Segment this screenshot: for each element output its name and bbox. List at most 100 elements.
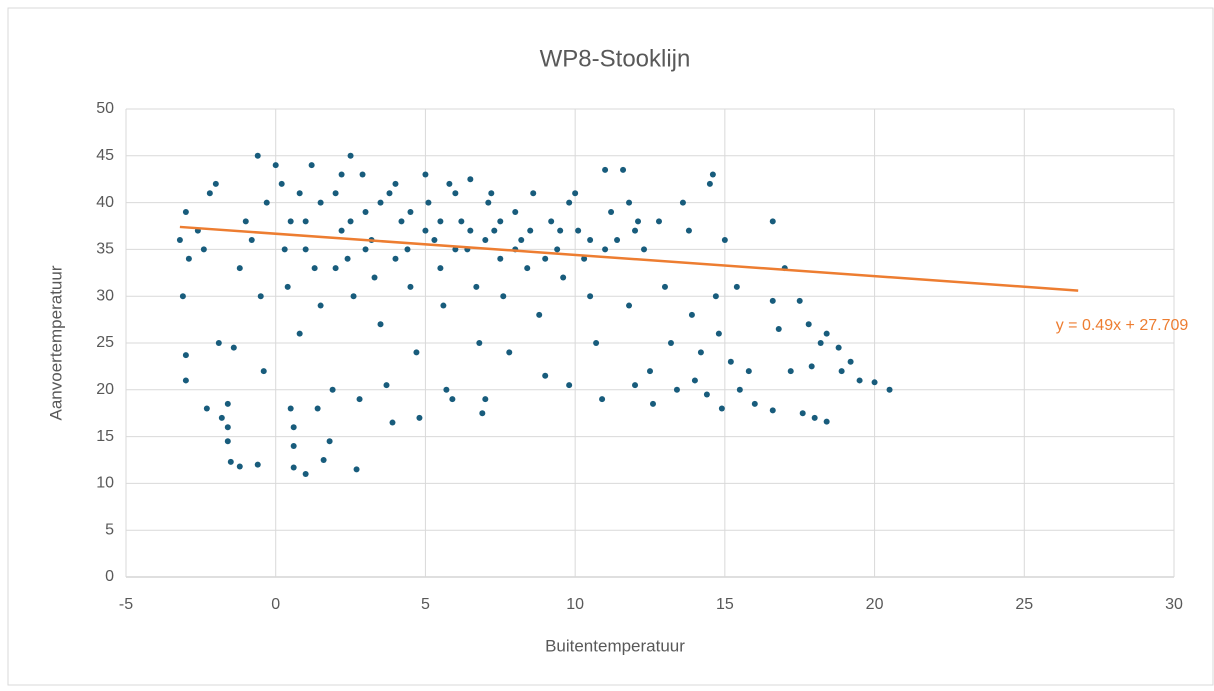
- scatter-point: [248, 237, 255, 244]
- scatter-point: [281, 246, 288, 253]
- scatter-point: [242, 218, 249, 225]
- scatter-point: [626, 302, 633, 309]
- scatter-point: [497, 218, 504, 225]
- scatter-point: [338, 227, 345, 234]
- scatter-point: [548, 218, 555, 225]
- scatter-point: [353, 466, 360, 473]
- scatter-point: [530, 190, 537, 197]
- scatter-point: [542, 372, 549, 379]
- scatter-point: [482, 396, 489, 403]
- x-tick-label: 0: [271, 596, 280, 613]
- scatter-point: [311, 265, 318, 272]
- scatter-point: [215, 340, 222, 346]
- scatter-point: [179, 293, 186, 300]
- scatter-point: [350, 293, 357, 300]
- scatter-point: [407, 283, 414, 290]
- scatter-point: [769, 218, 776, 225]
- y-tick-label: 40: [96, 194, 114, 211]
- scatter-point: [263, 199, 270, 206]
- scatter-point: [449, 396, 456, 403]
- scatter-point: [182, 208, 189, 215]
- scatter-point: [200, 246, 207, 253]
- scatter-point: [871, 379, 878, 386]
- scatter-point: [437, 218, 444, 225]
- scatter-point: [635, 218, 642, 225]
- scatter-point: [440, 302, 447, 309]
- scatter-point: [673, 386, 680, 393]
- x-tick-label: 5: [421, 596, 430, 613]
- scatter-point: [476, 340, 483, 346]
- scatter-point: [377, 321, 384, 328]
- scatter-point: [703, 391, 710, 398]
- scatter-point: [685, 227, 692, 234]
- scatter-point: [371, 274, 378, 281]
- scatter-point: [620, 166, 627, 173]
- y-tick-label: 45: [96, 147, 114, 164]
- scatter-point: [649, 400, 656, 407]
- scatter-point: [206, 190, 213, 197]
- scatter-point: [317, 199, 324, 206]
- scatter-point: [727, 358, 734, 365]
- scatter-point: [347, 218, 354, 225]
- scatter-point: [667, 340, 674, 346]
- scatter-point: [356, 396, 363, 403]
- scatter-point: [500, 293, 507, 300]
- scatter-point: [284, 283, 291, 290]
- scatter-point: [745, 368, 752, 375]
- scatter-point: [593, 340, 600, 346]
- scatter-point: [332, 265, 339, 272]
- scatter-point: [473, 283, 480, 290]
- scatter-point: [203, 405, 210, 412]
- scatter-point: [287, 405, 294, 412]
- scatter-point: [452, 246, 459, 253]
- trendline-label: y = 0.49x + 27.709: [1056, 317, 1189, 334]
- scatter-point: [302, 218, 309, 225]
- scatter-point: [302, 471, 309, 478]
- y-tick-label: 25: [96, 334, 114, 351]
- scatter-point: [608, 208, 615, 215]
- y-tick-label: 35: [96, 241, 114, 258]
- trendline: [179, 225, 1079, 292]
- scatter-point: [332, 190, 339, 197]
- scatter-point: [320, 457, 327, 463]
- scatter-point: [362, 208, 369, 215]
- scatter-point: [422, 171, 429, 178]
- scatter-point: [452, 190, 459, 197]
- scatter-point: [554, 246, 561, 253]
- scatter-point: [425, 199, 432, 206]
- scatter-point: [655, 218, 662, 225]
- scatter-point: [847, 358, 854, 365]
- scatter-point: [467, 176, 474, 183]
- chart-title: WP8-Stooklijn: [540, 45, 691, 72]
- scatter-point: [392, 255, 399, 262]
- scatter-point: [536, 311, 543, 318]
- scatter-point: [632, 382, 639, 389]
- y-tick-label: 10: [96, 475, 114, 492]
- scatter-point: [661, 283, 668, 290]
- scatter-point: [482, 237, 489, 244]
- scatter-point: [751, 400, 758, 407]
- scatter-point: [581, 255, 588, 262]
- scatter-point: [467, 227, 474, 234]
- scatter-point: [392, 180, 399, 187]
- scatter-point: [527, 227, 534, 234]
- scatter-point: [733, 283, 740, 290]
- x-tick-label: 30: [1165, 596, 1183, 613]
- scatter-point: [182, 377, 189, 384]
- scatter-point: [485, 199, 492, 206]
- scatter-point: [715, 330, 722, 337]
- scatter-point: [404, 246, 411, 253]
- scatter-point: [572, 190, 579, 197]
- scatter-point: [512, 208, 519, 215]
- scatter-point: [886, 386, 893, 393]
- scatter-point: [377, 199, 384, 206]
- scatter-point: [524, 265, 531, 272]
- scatter-point: [721, 237, 728, 244]
- scatter-point: [647, 368, 653, 375]
- scatter-point: [626, 199, 633, 206]
- scatter-point: [587, 293, 594, 300]
- scatter-point: [823, 330, 830, 337]
- scatter-point: [416, 414, 423, 421]
- scatter-point: [287, 218, 294, 225]
